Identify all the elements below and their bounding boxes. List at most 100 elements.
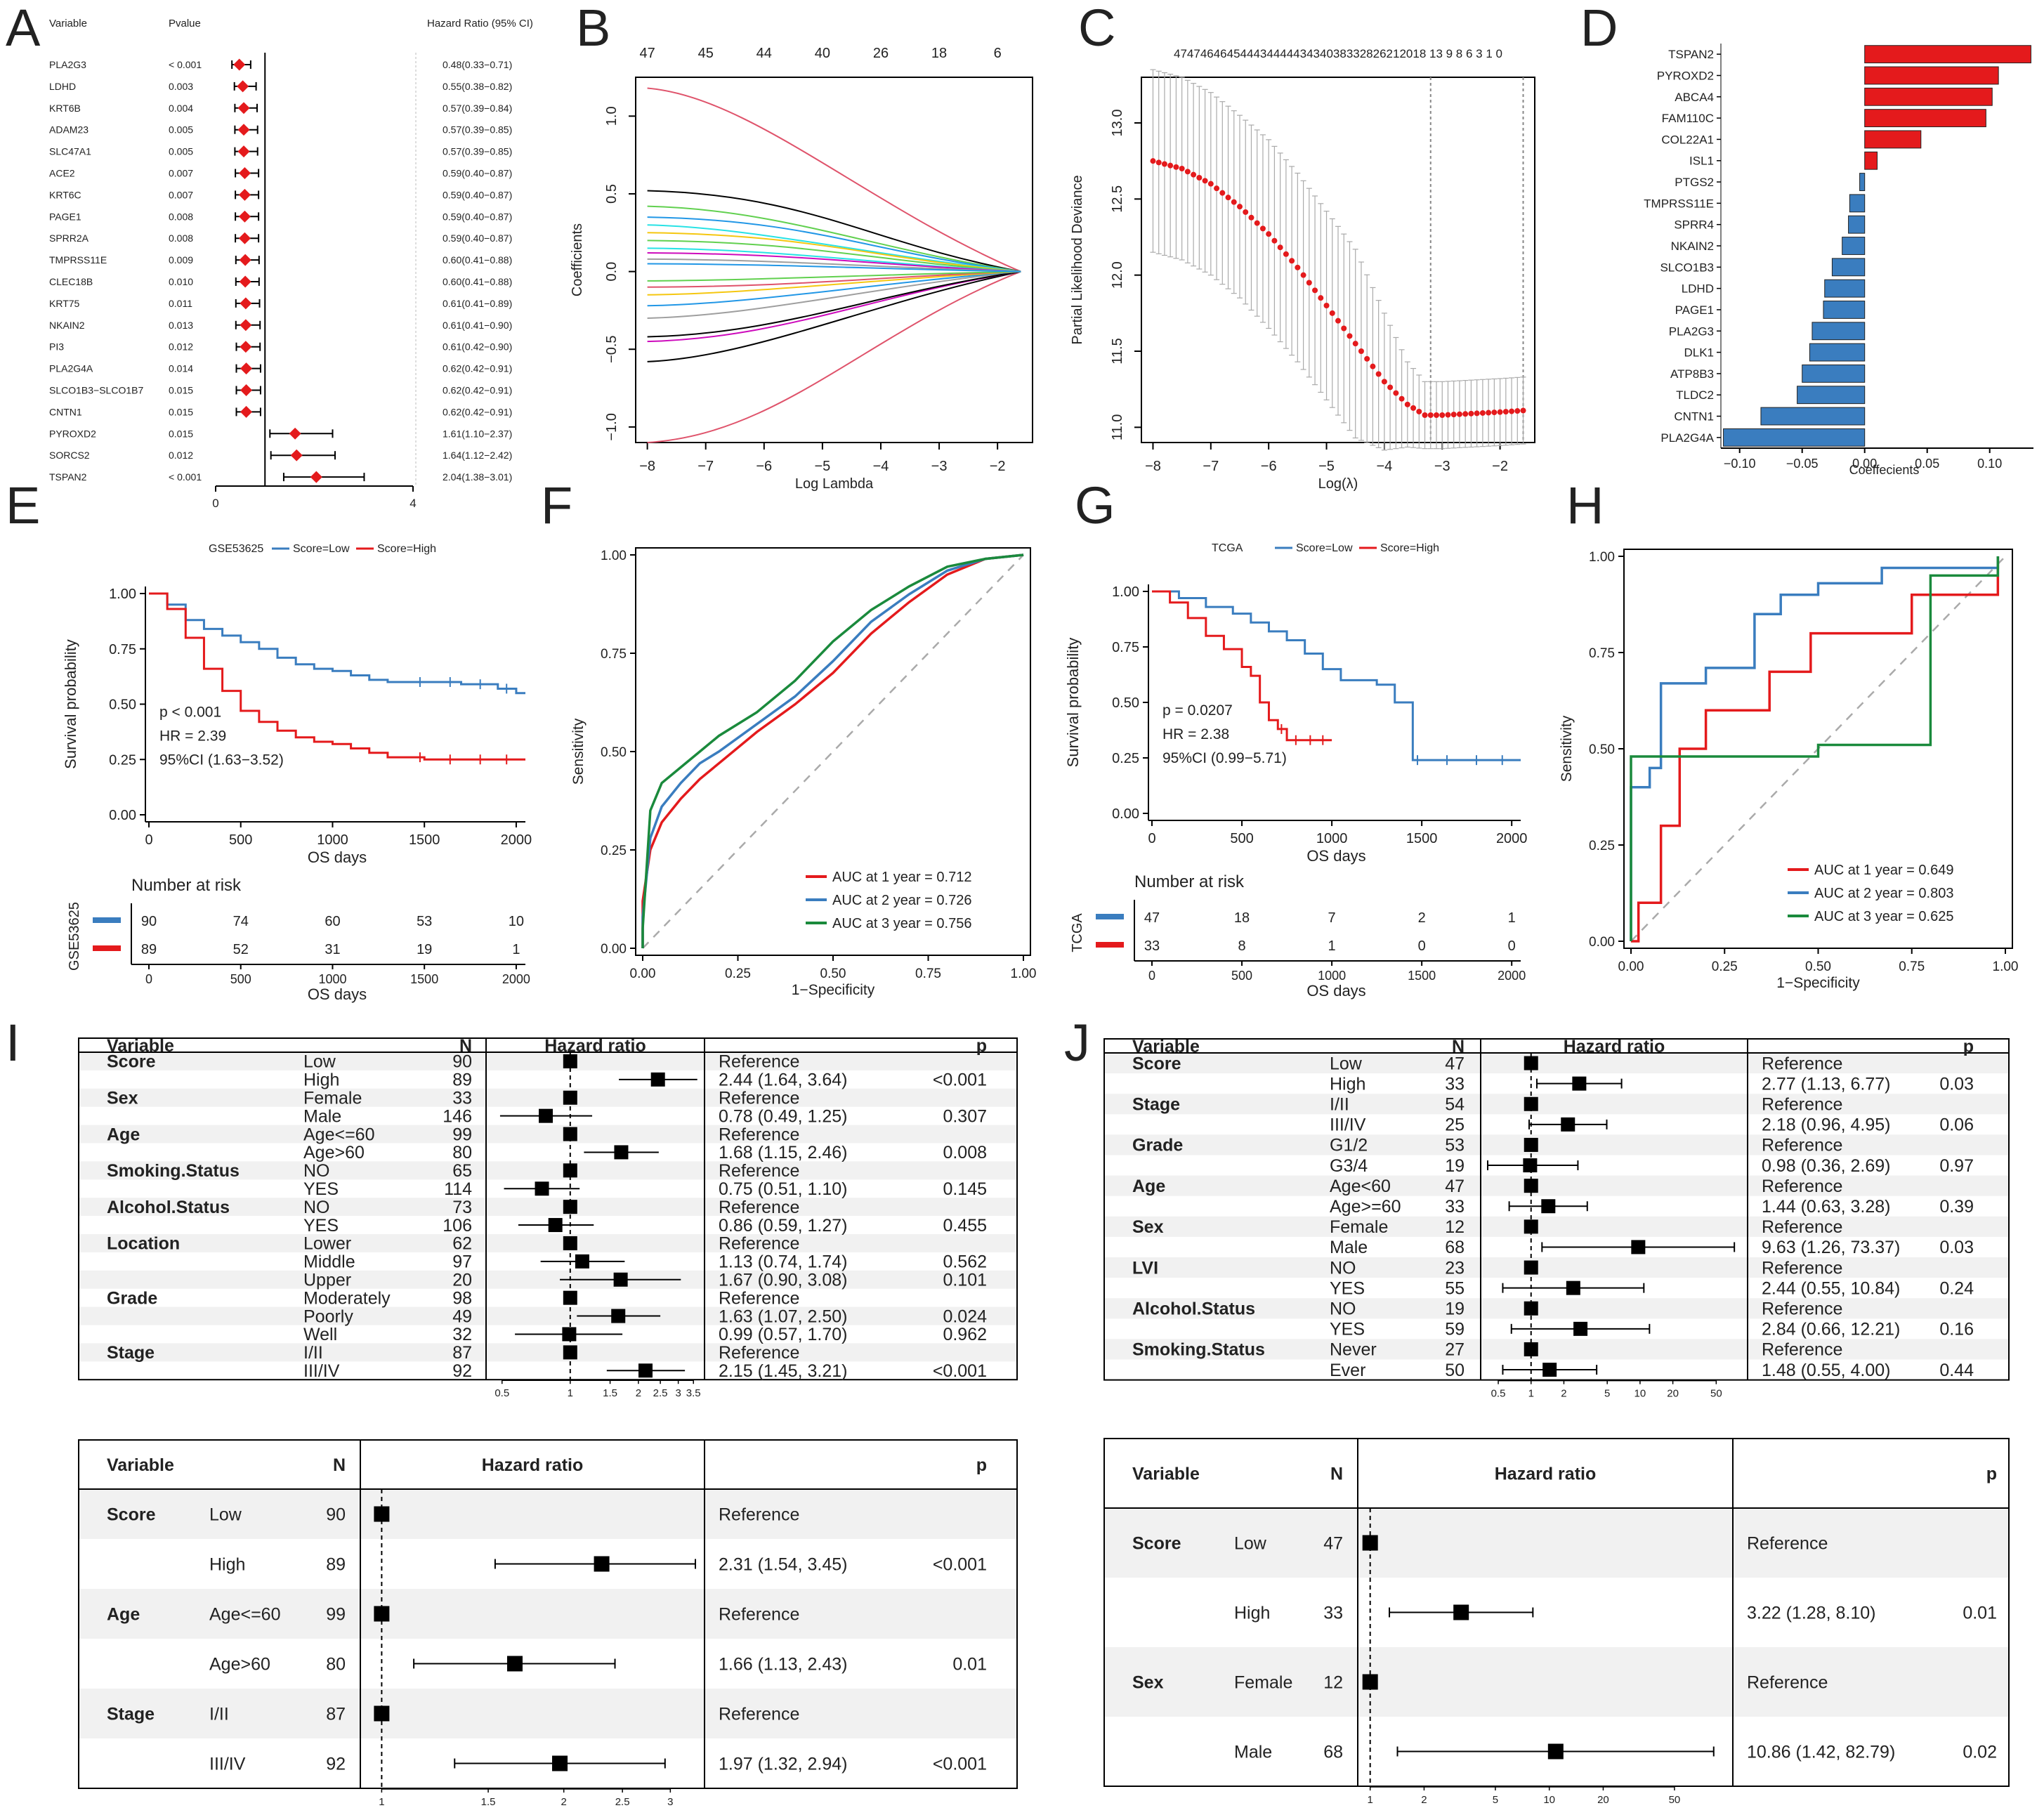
level-name: Low (209, 1505, 242, 1524)
x-tick-label: 20 (1667, 1388, 1679, 1400)
header-p: p (976, 1455, 987, 1475)
y-tick-label: 0.5 (604, 184, 620, 204)
gene-label: PLA2G3 (1669, 325, 1714, 338)
x-axis-label: OS days (1306, 847, 1365, 865)
variable-name: Grade (107, 1288, 157, 1308)
roc-curve (641, 553, 1024, 948)
row-band (79, 1052, 1017, 1070)
variable-name: Smoking.Status (1132, 1340, 1265, 1360)
hr-text: 1.66 (1.13, 2.43) (719, 1654, 847, 1674)
hr-text: 2.84 (0.66, 12.21) (1762, 1320, 1900, 1339)
hr-marker (1524, 1096, 1538, 1111)
y-tick-label: 0.50 (1589, 742, 1615, 757)
survival-curve (1152, 590, 1332, 742)
table-frame (78, 1037, 1018, 1381)
hr-text: 3.22 (1.28, 8.10) (1747, 1603, 1875, 1623)
p-value: 0.008 (169, 211, 193, 222)
hr-marker (240, 362, 253, 375)
gene-name: CLEC18B (49, 276, 93, 287)
header-hr: Hazard ratio (482, 1455, 583, 1475)
x-tick-label: −8 (1145, 459, 1161, 474)
deviance-point (1502, 409, 1509, 415)
panel-h-roc: 0.00 0.25 0.50 0.75 1.00 0.00 0.25 0.50 0.75 1.00… (1559, 549, 2018, 991)
y-axis-label: Survival probability (62, 639, 79, 769)
level-name: NO (1330, 1258, 1356, 1278)
survival-curve (1152, 590, 1521, 761)
hr-marker (638, 1363, 653, 1378)
gene-name: TSPAN2 (49, 471, 87, 483)
row-band (79, 1270, 1017, 1289)
coefficient-bar (1864, 45, 2031, 64)
hr-marker (233, 58, 246, 71)
n-count: 47 (1445, 1054, 1465, 1073)
p-value: 0.03 (1939, 1074, 1974, 1094)
deviance-point (1520, 407, 1526, 414)
hr-marker (563, 1345, 577, 1360)
risk-count: 19 (417, 942, 432, 957)
y-tick-label: 0.50 (109, 697, 136, 713)
coefficient-bar (1864, 130, 1922, 149)
p-value: 0.012 (169, 450, 193, 461)
y-tick-label: −1.0 (604, 413, 620, 440)
y-tick-label: −0.5 (604, 335, 620, 362)
coefficient-bar (1842, 237, 1866, 255)
x-tick-label: 3 (667, 1796, 673, 1808)
hr-text: 0.75 (0.51, 1.10) (719, 1179, 847, 1199)
risk-count: 1 (1508, 910, 1516, 926)
p-value: 0.06 (1939, 1115, 1974, 1135)
legend-label: AUC at 3 year = 0.625 (1814, 909, 1953, 924)
n-count: 20 (452, 1271, 472, 1290)
hr-marker (1524, 1056, 1538, 1070)
y-tick-label: 0.50 (601, 745, 627, 760)
top-tick-label: 40 (815, 46, 830, 61)
p-value: 0.009 (169, 254, 193, 266)
x-tick-label: 10 (1543, 1794, 1555, 1806)
y-tick-label: 0.75 (1112, 640, 1139, 655)
x-axis-label: Log Lambda (795, 476, 874, 492)
x-tick-label: 3.5 (686, 1387, 701, 1399)
y-tick-label: 1.00 (1112, 584, 1139, 600)
level-name: Middle (303, 1252, 355, 1272)
header-variable: Variable (1132, 1037, 1200, 1056)
gene-name: PLA2G3 (49, 59, 86, 70)
risk-x-tick-label: 500 (230, 972, 251, 986)
coefficient-bar (1812, 322, 1866, 341)
gene-name: SPRR2A (49, 232, 89, 244)
n-count: 62 (452, 1234, 472, 1254)
deviance-point (1416, 408, 1422, 414)
hr-text: Reference (1762, 1177, 1842, 1196)
gene-name: SORCS2 (49, 450, 90, 461)
level-name: Never (1330, 1340, 1377, 1360)
deviance-point (1410, 405, 1417, 411)
gene-label: FAM110C (1662, 112, 1714, 125)
x-tick-label: 50 (1710, 1388, 1722, 1400)
deviance-point (1398, 395, 1405, 402)
deviance-point (1155, 159, 1162, 166)
risk-count: 89 (141, 942, 157, 957)
y-tick-label: 0.00 (109, 808, 136, 823)
variable-name: Age (1132, 1177, 1165, 1196)
deviance-point (1352, 341, 1358, 347)
y-tick-label: 0.75 (109, 642, 136, 657)
level-name: NO (303, 1161, 330, 1181)
hr-text: 1.13 (0.74, 1.74) (719, 1252, 847, 1272)
coefficient-path (647, 258, 1021, 273)
n-count: 98 (452, 1288, 472, 1308)
gene-label: PAGE1 (1675, 303, 1714, 317)
n-count: 89 (452, 1070, 472, 1090)
deviance-point (1497, 409, 1503, 415)
variable-name: Sex (1132, 1217, 1164, 1237)
hr-text: 0.62(0.42−0.91) (443, 363, 512, 374)
gene-name: PI3 (49, 341, 64, 353)
hr-text: Reference (1747, 1672, 1828, 1692)
hr-text: 0.78 (0.49, 1.25) (719, 1106, 847, 1126)
deviance-point (1254, 220, 1260, 226)
hr-marker (562, 1327, 577, 1342)
hr-text: 1.68 (1.15, 2.46) (719, 1143, 847, 1162)
gene-name: PAGE1 (49, 211, 81, 222)
coefficient-bar (1797, 386, 1866, 405)
level-name: III/IV (1330, 1115, 1366, 1135)
table-frame (78, 1439, 1018, 1789)
x-tick-label: 0.00 (630, 967, 656, 981)
level-name: Female (1234, 1672, 1292, 1692)
